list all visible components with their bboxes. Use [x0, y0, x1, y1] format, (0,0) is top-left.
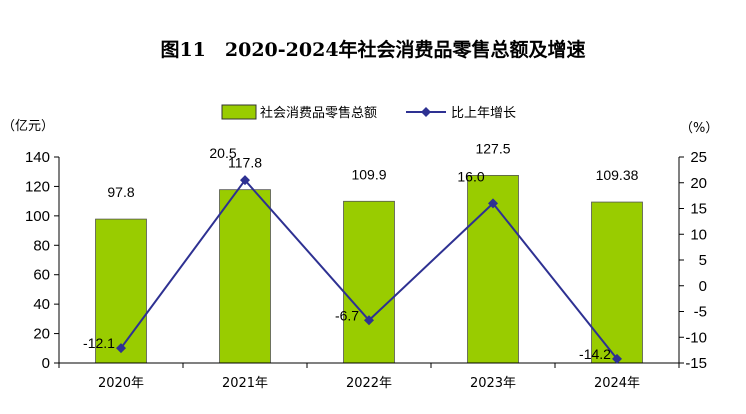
y-left-tick-label-1: 20 — [33, 326, 50, 343]
y-left-tick-label-2: 40 — [33, 296, 50, 313]
y-right-tick-label-4: 5 — [699, 252, 707, 269]
chart-title: 图11 2020-2024年社会消费品零售总额及增速 — [160, 38, 585, 61]
legend-bar-label: 社会消费品零售总额 — [260, 105, 377, 121]
legend: 社会消费品零售总额 比上年增长 — [221, 104, 516, 121]
x-tick-label-2: 2022年 — [346, 376, 392, 391]
bar-label-3: 127.5 — [475, 140, 510, 156]
y-left-unit: （亿元） — [2, 119, 54, 134]
bar-label-2: 109.9 — [351, 166, 386, 182]
y-right-unit: （%） — [680, 121, 718, 136]
y-left-tick-label-4: 80 — [33, 237, 50, 254]
growth-label-3: 16.0 — [457, 168, 484, 184]
growth-label-2: -6.7 — [335, 307, 359, 323]
legend-line-marker — [421, 107, 431, 117]
legend-line-label: 比上年增长 — [451, 106, 516, 121]
y-right-tick-label-3: 0 — [699, 278, 707, 295]
x-tick-label-4: 2024年 — [594, 376, 640, 391]
y-right-tick-label-1: -10 — [685, 329, 707, 346]
bar-4 — [591, 201, 643, 364]
y-right-tick-label-2: -5 — [694, 304, 707, 321]
growth-label-0: -12.1 — [83, 335, 115, 351]
bar-1 — [219, 189, 271, 364]
y-left-tick-label-0: 0 — [42, 355, 50, 372]
x-tick-label-1: 2021年 — [222, 376, 268, 391]
y-left-tick-label-6: 120 — [25, 178, 50, 195]
growth-label-4: -14.2 — [579, 346, 611, 362]
plot-area: 0 20 40 60 80 100 120 140 -15 -10 -5 0 5 10 15 20 25 2020… — [25, 140, 707, 391]
growth-point-4 — [612, 353, 622, 364]
growth-point-1 — [240, 175, 250, 186]
bar-2 — [343, 200, 395, 364]
y-right-tick-label-8: 25 — [690, 149, 707, 166]
y-right-tick-label-5: 10 — [690, 226, 707, 243]
growth-label-1: 20.5 — [209, 145, 236, 161]
growth-point-2 — [364, 315, 374, 326]
y-left-tick-label-7: 140 — [25, 149, 50, 166]
bar-label-4: 109.38 — [596, 167, 639, 183]
y-left-tick-label-3: 60 — [33, 267, 50, 284]
y-right-tick-label-0: -15 — [685, 355, 707, 372]
y-left-tick-label-5: 100 — [25, 208, 50, 225]
y-right-tick-label-6: 15 — [690, 201, 707, 218]
bar-label-0: 97.8 — [107, 184, 134, 200]
growth-point-0 — [116, 343, 126, 354]
x-tick-label-0: 2020年 — [98, 376, 144, 391]
bar-label-1: 117.8 — [228, 155, 262, 171]
legend-bar-swatch — [221, 104, 257, 120]
growth-point-3 — [488, 198, 498, 209]
x-tick-label-3: 2023年 — [470, 376, 516, 391]
y-right-tick-label-7: 20 — [690, 175, 707, 192]
